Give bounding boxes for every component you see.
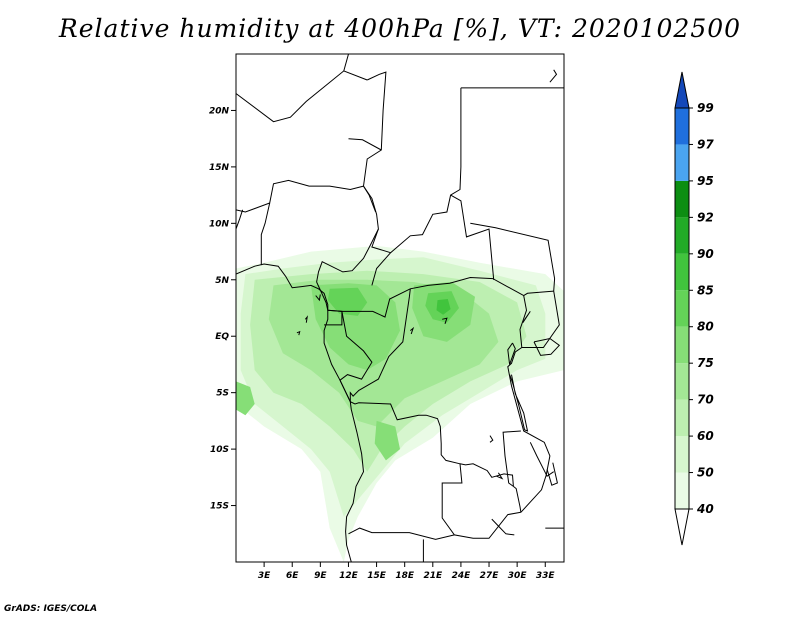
colorbar-label-90: 90 [697,247,714,261]
x-tick-label-6: 21E [423,571,443,581]
colorbar-bin-50 [675,436,689,473]
coastline-10 [522,311,531,323]
coastline-7 [529,442,554,477]
y-tick-label-6: 10S [210,445,229,455]
y-tick-label-1: 15N [209,163,230,173]
country-border-15 [339,379,514,487]
coastline-0 [236,263,365,562]
map-frame [235,53,565,563]
country-border-0 [236,70,368,123]
country-border-13 [324,309,343,326]
coastline-6 [442,317,448,324]
country-border-9 [348,138,382,151]
country-border-10 [450,194,495,280]
boundary-lines-layer [236,54,564,562]
axis-ticks: 3E 6E 9E 12E 15E 18E 21E 24E 27E 30E 33E 20N 15N 10N 5… [209,106,556,581]
x-tick-label-7: 24E [452,571,472,581]
coastline-12 [489,435,494,443]
colorbar-label-70: 70 [697,393,714,407]
coastline-11 [533,337,561,356]
y-tick-label-5: 5S [216,389,229,399]
humidity-region-10 [236,381,255,416]
colorbar-label-60: 60 [697,429,714,443]
colorbar-bin-92 [675,180,689,218]
colorbar-bin-75 [675,326,689,364]
colorbar-label-97: 97 [697,137,714,151]
country-border-21 [348,527,455,540]
colorbar-bin-85 [675,253,689,291]
country-border-16 [349,288,411,402]
colorbar-bin-97 [675,108,689,145]
humidity-fill-layer [236,245,564,562]
colorbar-bin-70 [675,363,689,400]
humidity-region-8 [436,299,451,315]
colorbar-bin-below [674,508,690,546]
country-border-5 [316,185,379,283]
colorbar-label-85: 85 [697,283,714,297]
coastline-16 [549,69,558,83]
country-border-1 [343,54,349,72]
colorbar-label-80: 80 [697,320,714,334]
country-border-19 [519,295,528,348]
y-tick-label-2: 10N [209,219,230,229]
country-border-14 [339,311,373,381]
colorbar-label-50: 50 [697,466,714,480]
coastline-3 [304,315,308,323]
coastline-9 [507,342,516,365]
coastline-4 [296,330,301,336]
colorbar-bin-80 [675,290,689,327]
coastline-15 [546,462,558,486]
y-tick-label-3: 5N [215,276,229,286]
x-tick-label-1: 6E [286,571,299,581]
x-tick-label-10: 33E [536,571,556,581]
x-tick-label-2: 9E [314,571,327,581]
country-border-18 [507,291,560,513]
country-border-4 [260,202,271,266]
colorbar-label-95: 95 [697,174,714,188]
colorbar-label-40: 40 [696,502,714,516]
colorbar-bin-40 [675,472,689,509]
humidity-region-6 [327,287,368,316]
y-tick-label-4: EQ [215,332,229,342]
country-border-12 [470,222,556,292]
x-tick-label-4: 15E [367,571,387,581]
grads-credit: GrADS: IGES/COLA [4,604,98,614]
colorbar-bin-95 [675,144,689,181]
country-border-20 [513,486,522,513]
coastline-1 [236,209,244,230]
map-title: Relative humidity at 400hPa [%], VT: 202… [58,14,742,43]
x-tick-label-0: 3E [258,571,271,581]
country-border-8 [371,228,391,254]
x-tick-label-8: 27E [480,571,500,581]
colorbar-frame [674,107,690,510]
colorbar-label-75: 75 [697,356,714,370]
colorbar-label-99: 99 [697,101,714,115]
colorbar: 40 50 60 70 75 80 85 90 92 95 97 99 [674,71,714,546]
x-tick-label-5: 18E [395,571,415,581]
x-tick-label-3: 12E [339,571,359,581]
colorbar-bin-above [674,71,690,109]
x-tick-label-9: 30E [508,571,528,581]
colorbar-bin-90 [675,217,689,254]
coastline-14 [491,518,515,536]
colorbar-label-92: 92 [697,210,714,224]
colorbar-bin-60 [675,399,689,437]
coastline-2 [315,294,321,302]
country-border-3 [236,179,364,213]
y-tick-label-7: 15S [210,502,229,512]
country-border-24 [502,430,521,487]
coastline-8 [509,374,529,432]
coastline-5 [409,326,415,335]
humidity-region-9 [374,420,400,461]
y-tick-label-0: 20N [209,106,230,116]
coastline-13 [496,472,504,480]
